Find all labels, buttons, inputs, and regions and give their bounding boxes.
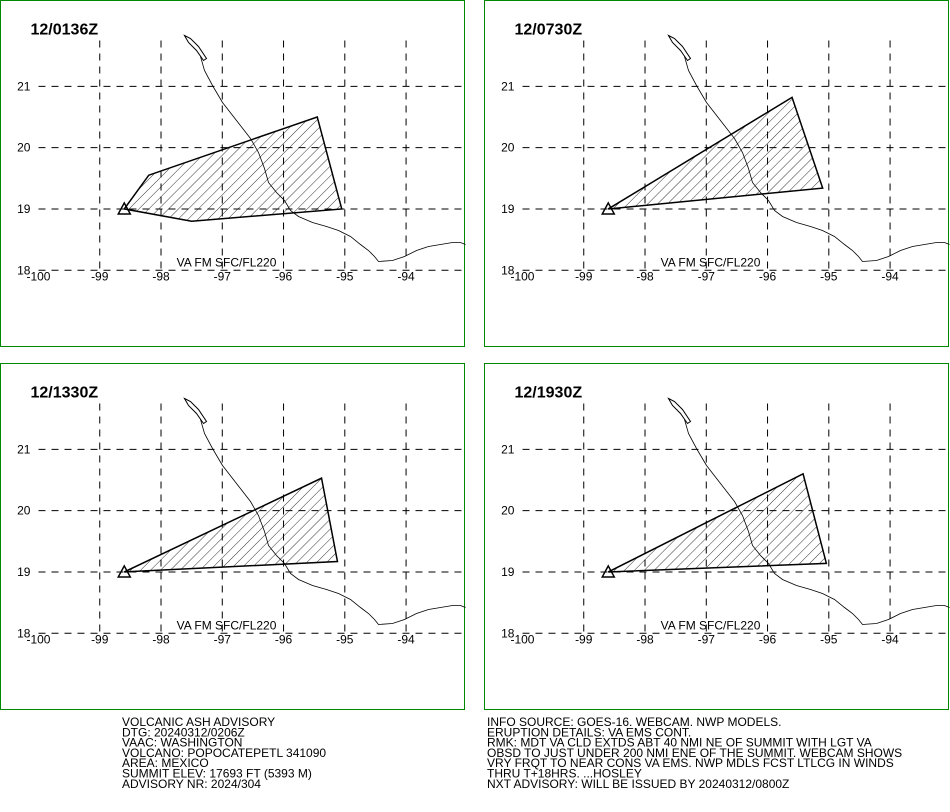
advisory-line: VOLCANO: POPOCATEPETL 341090 [122,746,326,760]
ash-cloud [607,96,824,210]
lon-tick-label: -100 [26,269,50,283]
lat-tick-label: 18 [17,626,31,640]
advisory-line: AREA: MEXICO [122,756,209,770]
lon-tick-label: -100 [510,269,534,283]
advisory-line: THRU T+18HRS. ...HOSLEY [487,767,642,781]
lon-tick-label: -99 [575,632,593,646]
advisory-line: INFO SOURCE: GOES-16. WEBCAM. NWP MODELS… [487,715,782,729]
lon-tick-label: -97 [698,632,716,646]
ash-cloud [122,116,343,222]
lon-tick-label: -98 [636,632,654,646]
lat-tick-label: 19 [501,202,515,216]
lat-tick-label: 21 [17,442,31,456]
advisory-line: VOLCANIC ASH ADVISORY [122,715,275,729]
lon-tick-label: -94 [397,632,415,646]
map-panel: -100 -99 -98 -97 -96 -95 -94 18 19 20 21 12/1930Z VA… [484,363,950,710]
lon-tick-label: -94 [881,632,899,646]
lon-tick-label: -96 [275,269,293,283]
map-panel: -100 -99 -98 -97 -96 -95 -94 18 19 20 21 12/0730Z VA… [484,0,950,347]
lon-tick-label: -99 [575,269,593,283]
panel-border [0,363,465,710]
lat-tick-label: 21 [501,442,515,456]
lon-tick-label: -98 [636,269,654,283]
lon-tick-label: -95 [820,632,838,646]
lon-tick-label: -95 [336,269,354,283]
lat-tick-label: 19 [17,565,31,579]
lat-tick-label: 18 [501,263,515,277]
lon-tick-label: -97 [214,632,232,646]
lat-tick-label: 21 [501,79,515,93]
lon-tick-label: -95 [336,632,354,646]
map-panel: -100 -99 -98 -97 -96 -95 -94 18 19 20 21 12/1330Z VA… [0,363,466,710]
panel-label: VA FM SFC/FL220 [661,256,761,270]
advisory-line: RMK: MDT VA CLD EXTDS ABT 40 NMI NE OF S… [487,736,872,750]
panel-border [484,363,949,710]
volcano-symbol [600,201,616,215]
panel-time: 12/0136Z [31,22,99,39]
lon-tick-label: -96 [275,632,293,646]
lat-tick-label: 20 [17,504,31,518]
lon-tick-label: -96 [759,269,777,283]
lat-tick-label: 21 [17,79,31,93]
volcano-symbol [116,201,132,215]
volcano-symbol [600,564,616,578]
panel-time: 12/1930Z [515,385,583,402]
lat-tick-label: 20 [17,141,31,155]
advisory-line: VAAC: WASHINGTON [122,736,242,750]
lon-tick-label: -99 [91,269,109,283]
ash-cloud [607,472,828,573]
lon-tick-label: -100 [26,632,50,646]
volcano-symbol [116,564,132,578]
lat-tick-label: 19 [17,202,31,216]
lat-tick-label: 20 [501,504,515,518]
lon-tick-label: -97 [698,269,716,283]
lon-tick-label: -95 [820,269,838,283]
panel-border [484,0,949,347]
advisory-line: ADVISORY NR: 2024/304 [122,777,261,791]
lon-tick-label: -98 [152,269,170,283]
lat-tick-label: 18 [501,626,515,640]
lon-tick-label: -99 [91,632,109,646]
lat-tick-label: 18 [17,263,31,277]
advisory-line: NXT ADVISORY: WILL BE ISSUED BY 20240312… [487,777,789,791]
panel-label: VA FM SFC/FL220 [177,256,277,270]
panel-border [0,0,465,347]
lat-tick-label: 20 [501,141,515,155]
advisory-line: DTG: 20240312/0206Z [122,725,245,739]
panel-label: VA FM SFC/FL220 [661,619,761,633]
lat-tick-label: 19 [501,565,515,579]
lon-tick-label: -100 [510,632,534,646]
panel-time: 12/0730Z [515,22,583,39]
ash-cloud [123,477,339,573]
lon-tick-label: -97 [214,269,232,283]
advisory-line: OBSD TO JUST UNDER 200 NMI ENE OF THE SU… [487,746,902,760]
lon-tick-label: -96 [759,632,777,646]
lon-tick-label: -94 [881,269,899,283]
advisory-line: VRY FRQT TO NEAR CONS VA EMS. NWP MDLS F… [487,756,894,770]
lon-tick-label: -98 [152,632,170,646]
advisory-line: ERUPTION DETAILS: VA EMS CONT. [487,725,691,739]
panel-time: 12/1330Z [31,385,99,402]
lon-tick-label: -94 [397,269,415,283]
panel-label: VA FM SFC/FL220 [177,619,277,633]
map-panel: -100 -99 -98 -97 -96 -95 -94 18 19 20 21 12/0136Z VA… [0,0,466,347]
advisory-line: SUMMIT ELEV: 17693 FT (5393 M) [122,767,312,781]
